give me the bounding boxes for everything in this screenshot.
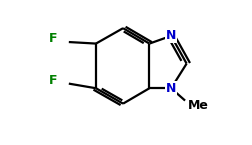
Text: F: F: [49, 32, 57, 46]
Text: F: F: [49, 74, 57, 87]
Text: Me: Me: [187, 99, 208, 113]
Text: N: N: [165, 82, 176, 95]
Text: N: N: [165, 29, 176, 42]
